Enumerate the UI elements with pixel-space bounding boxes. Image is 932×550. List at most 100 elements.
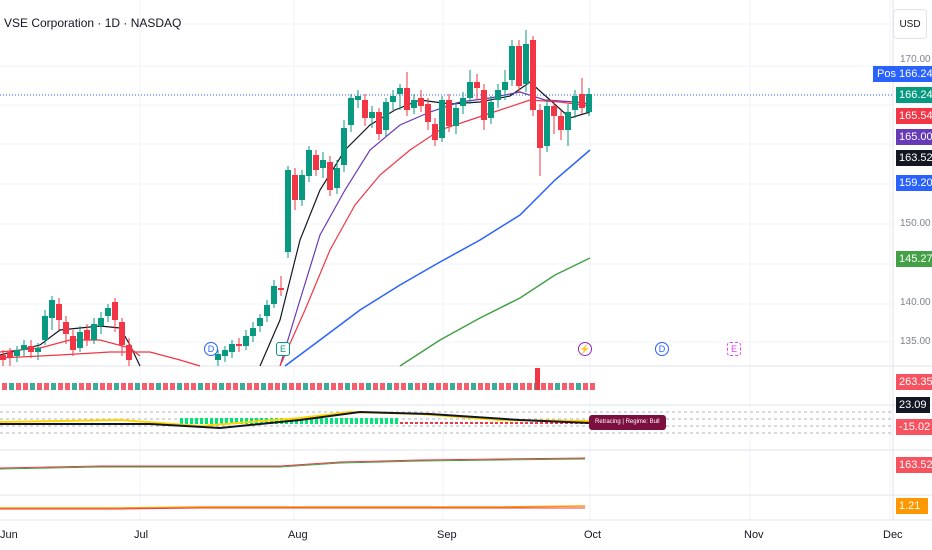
ma-line-green: [399, 257, 591, 367]
ratio-red: [0, 507, 585, 510]
candle-body: [126, 345, 132, 360]
oscillator-yellow: [0, 410, 591, 428]
oscillator-hist-neg: [510, 422, 513, 424]
candle-body: [63, 322, 69, 334]
volume-bar: [2, 383, 7, 390]
candle-body: [474, 82, 480, 88]
x-label-aug: Aug: [288, 529, 308, 541]
oscillator-hist-neg: [515, 422, 518, 424]
volume-bar: [317, 383, 322, 390]
volume-bar: [590, 383, 595, 390]
oscillator-hist-neg: [445, 422, 448, 424]
candle-body: [42, 316, 48, 340]
oscillator-hist-neg: [465, 422, 468, 424]
x-label-oct: Oct: [584, 529, 602, 541]
post-price-tag: 166.24: [896, 66, 932, 82]
volume-bar: [338, 383, 343, 390]
oscillator-hist: [220, 418, 223, 424]
regime-label: Retracing | Regime: Bull: [589, 415, 666, 430]
oscillator-hist-neg: [480, 422, 483, 424]
candle-body: [418, 98, 424, 106]
candle-body: [404, 88, 410, 110]
volume-bar: [485, 383, 490, 390]
volume-bar: [205, 383, 210, 390]
volume-bar: [114, 383, 119, 390]
oscillator-hist: [215, 418, 218, 424]
candle-body: [7, 352, 13, 358]
candle-body: [35, 348, 41, 352]
volume-bar: [240, 383, 245, 390]
candle-body: [84, 330, 90, 340]
oscillator-hist-neg: [430, 422, 433, 424]
oscillator-hist-neg: [495, 422, 498, 424]
volume-bar: [100, 383, 105, 390]
oscillator-hist: [210, 418, 213, 424]
currency-button[interactable]: USD: [893, 9, 927, 39]
candle-body: [250, 328, 256, 336]
oscillator-hist-neg: [450, 422, 453, 424]
earnings-marker-1[interactable]: E: [276, 342, 290, 356]
candle-body: [355, 96, 361, 100]
volume-bar: [555, 383, 560, 390]
oscillator-hist: [200, 418, 203, 424]
candle-body: [523, 44, 529, 84]
dividend-marker-1[interactable]: D: [204, 342, 218, 356]
candle-body: [425, 104, 431, 122]
candle-body: [299, 175, 305, 200]
volume-bar: [394, 383, 399, 390]
chart-title[interactable]: VSE Corporation · 1D · NASDAQ: [4, 16, 182, 30]
volume-bar: [562, 383, 567, 390]
y-tick-140: 140.00: [900, 297, 931, 308]
x-label-nov: Nov: [744, 529, 764, 541]
dividend-marker-2[interactable]: D: [655, 342, 669, 356]
oscillator-hist-neg: [460, 422, 463, 424]
oscillator-pane: [0, 410, 893, 434]
candle-body: [397, 88, 403, 94]
last-price-tag: 166.24: [896, 87, 932, 103]
volume-bar: [226, 383, 231, 390]
volume-bar: [478, 383, 483, 390]
oscillator-hist: [390, 418, 393, 424]
volume-bar: [16, 383, 21, 390]
rs-pane: [0, 457, 586, 470]
volume-bar: [513, 383, 518, 390]
candle-body: [488, 102, 494, 118]
oscillator-hist: [345, 418, 348, 424]
candle-body: [460, 98, 466, 106]
volume-bar: [275, 383, 280, 390]
oscillator-hist: [360, 418, 363, 424]
candlesticks: [0, 30, 592, 366]
volume-bar: [345, 383, 350, 390]
ratio-value-tag: 1.21: [896, 498, 928, 514]
ma-line-black: [0, 325, 141, 367]
oscillator-hist-neg: [475, 422, 478, 424]
volume-bar: [296, 383, 301, 390]
oscillator-bottom-tag: -15.02: [896, 419, 932, 435]
volume-bar: [492, 383, 497, 390]
candle-body: [14, 350, 20, 356]
oscillator-hist: [315, 418, 318, 424]
volume-bar: [576, 383, 581, 390]
oscillator-hist: [310, 418, 313, 424]
oscillator-hist: [365, 418, 368, 424]
candle-body: [264, 305, 270, 316]
candle-body: [292, 175, 298, 200]
oscillator-hist-neg: [520, 422, 523, 424]
earnings-marker-2[interactable]: E: [727, 342, 741, 356]
candle-body: [432, 124, 438, 140]
oscillator-hist-neg: [425, 422, 428, 424]
candle-body: [49, 300, 55, 318]
pane-separators: [0, 0, 932, 521]
x-label-sep: Sep: [437, 529, 457, 541]
ma-green-tag: 145.27: [896, 251, 932, 267]
rs-red: [0, 457, 586, 469]
candle-body: [278, 288, 284, 290]
oscillator-hist: [205, 418, 208, 424]
candle-body: [229, 344, 235, 352]
oscillator-hist: [235, 418, 238, 424]
candle-body: [551, 106, 557, 116]
candle-body: [77, 332, 83, 348]
volume-bar: [72, 383, 77, 390]
split-marker[interactable]: ⚡: [578, 342, 592, 356]
